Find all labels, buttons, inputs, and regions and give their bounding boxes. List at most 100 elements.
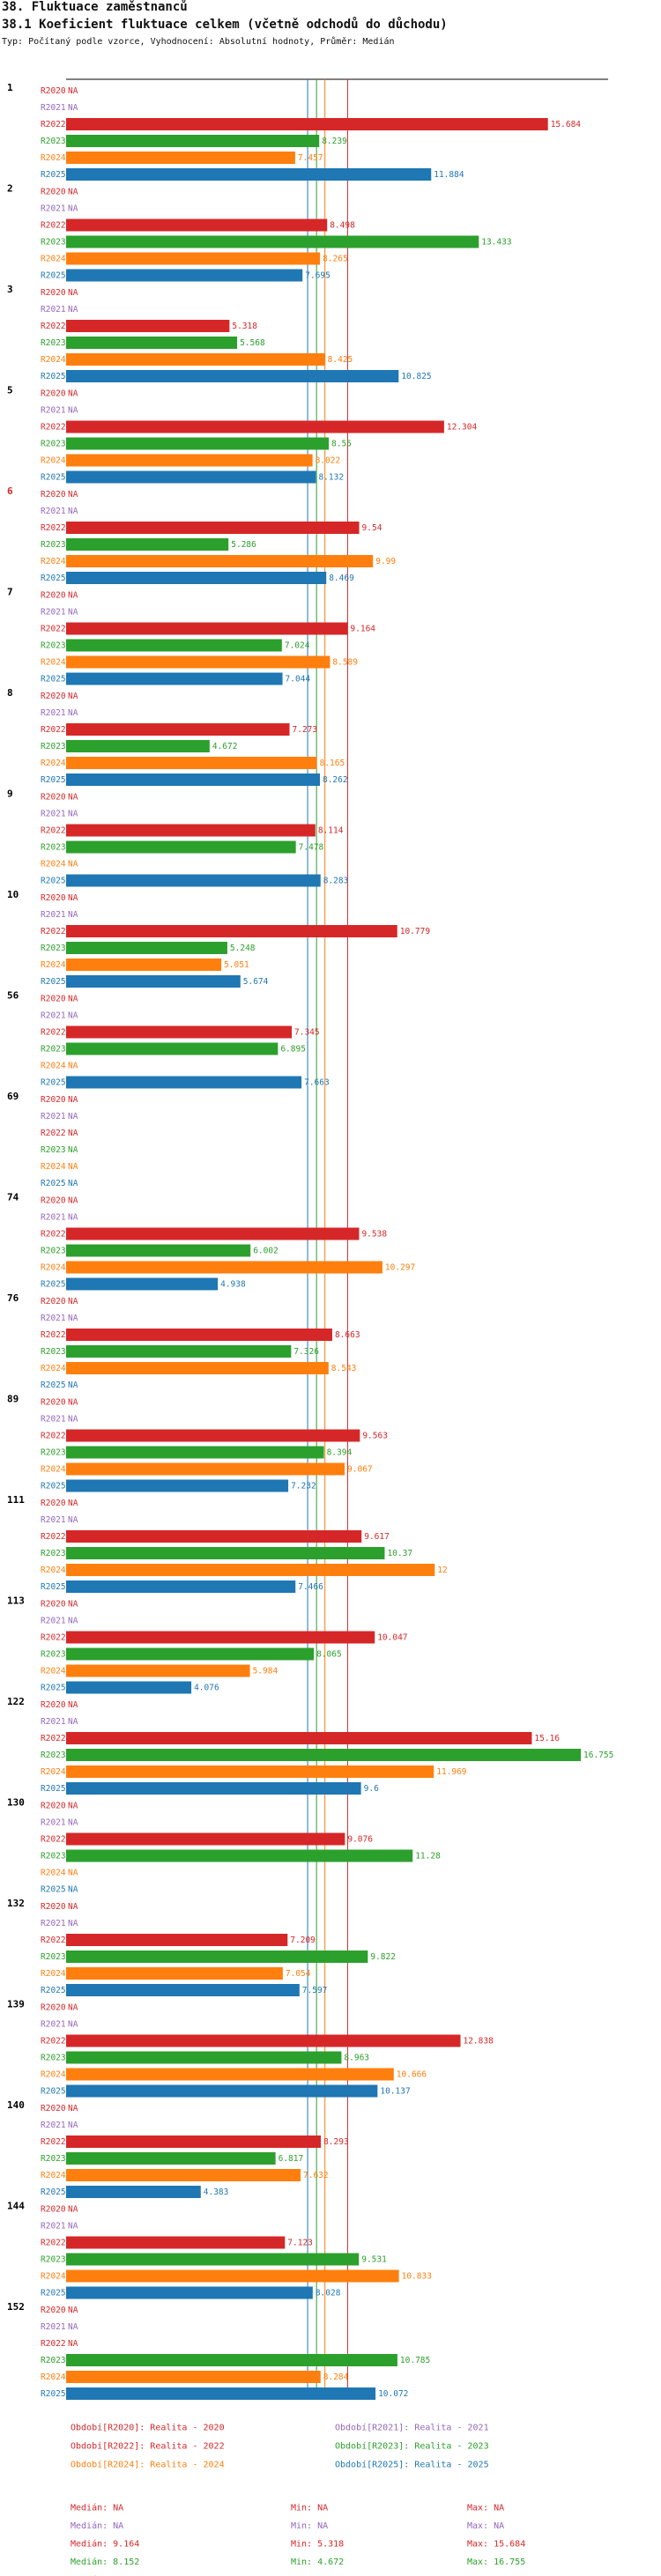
series-label: R2024 <box>41 1465 66 1475</box>
series-label: R2023 <box>41 137 66 146</box>
series-label: R2021 <box>41 2121 66 2130</box>
bar-value-label: 8.065 <box>316 1650 342 1660</box>
bar-value-label: 11.28 <box>415 1852 441 1862</box>
series-label: R2024 <box>41 2171 66 2180</box>
bar-r2022 <box>66 1732 532 1744</box>
series-label: R2022 <box>41 2339 66 2349</box>
bar-value-label: 12.304 <box>447 423 478 433</box>
group-label: 8 <box>7 687 13 699</box>
bar-r2022 <box>66 1329 332 1341</box>
bar-r2024 <box>66 2068 394 2081</box>
bar-value-label: 8.028 <box>316 2289 341 2298</box>
series-label: R2021 <box>41 103 66 113</box>
series-label: R2021 <box>41 2222 66 2232</box>
series-label: R2024 <box>41 960 66 970</box>
series-label: R2025 <box>41 1582 66 1592</box>
bar-r2022 <box>66 522 360 534</box>
series-label: R2025 <box>41 1280 66 1290</box>
bar-value-label: 9.6 <box>364 1784 379 1794</box>
group-label: 2 <box>7 183 13 195</box>
series-label: R2023 <box>41 1145 66 1155</box>
series-label: R2025 <box>41 1179 66 1188</box>
page-title: 38. Fluktuace zaměstnanců <box>2 0 188 14</box>
series-label: R2025 <box>41 271 66 281</box>
bar-value-label: 9.617 <box>364 1532 390 1542</box>
bar-r2025 <box>66 975 241 988</box>
na-label: NA <box>68 1011 78 1021</box>
series-label: R2022 <box>41 1432 66 1441</box>
bar-r2023 <box>66 2051 342 2064</box>
series-label: R2025 <box>41 2087 66 2097</box>
bar-value-label: 8.469 <box>329 574 354 583</box>
bar-value-label: 7.044 <box>286 675 311 685</box>
bar-r2025 <box>66 470 316 484</box>
na-label: NA <box>68 995 78 1004</box>
na-label: NA <box>68 810 78 819</box>
series-label: R2022 <box>41 1028 66 1038</box>
series-label: R2020 <box>41 490 66 500</box>
bar-value-label: 9.538 <box>361 1230 387 1240</box>
series-label: R2020 <box>41 2003 66 2013</box>
series-label: R2020 <box>41 893 66 903</box>
bar-r2023 <box>66 1749 582 1761</box>
group-label: 76 <box>7 1292 19 1304</box>
series-label: R2022 <box>41 523 66 533</box>
na-label: NA <box>68 1145 78 1155</box>
series-label: R2024 <box>41 1566 66 1575</box>
bar-r2023 <box>66 2152 276 2165</box>
na-label: NA <box>68 708 78 718</box>
na-label: NA <box>68 1314 78 1323</box>
series-label: R2023 <box>41 843 66 853</box>
bar-r2024 <box>66 1564 435 1576</box>
na-label: NA <box>68 1885 78 1895</box>
group-label: 132 <box>7 1898 25 1909</box>
series-label: R2023 <box>41 2356 66 2365</box>
series-label: R2021 <box>41 507 66 516</box>
series-label: R2024 <box>41 1364 66 1373</box>
bar-value-label: 6.002 <box>253 1247 279 1256</box>
series-label: R2022 <box>41 1230 66 1240</box>
series-label: R2021 <box>41 608 66 618</box>
na-label: NA <box>68 1297 78 1307</box>
series-label: R2025 <box>41 372 66 381</box>
bar-r2023 <box>66 437 330 450</box>
na-label: NA <box>68 1700 78 1710</box>
bar-value-label: 12.838 <box>463 2037 494 2047</box>
series-label: R2020 <box>41 86 66 96</box>
group-label: 89 <box>7 1394 19 1405</box>
bar-value-label: 9.076 <box>347 1835 373 1845</box>
bar-value-label: 10.137 <box>380 2087 410 2097</box>
stat-min: Min: NA <box>291 2521 328 2531</box>
bar-value-label: 9.531 <box>361 2255 387 2265</box>
bar-r2025 <box>66 572 327 584</box>
series-label: R2025 <box>41 2289 66 2298</box>
series-label: R2021 <box>41 1919 66 1928</box>
bar-value-label: 8.283 <box>323 877 349 886</box>
bar-value-label: 7.663 <box>304 1078 330 1088</box>
bar-r2025 <box>66 269 303 282</box>
bar-value-label: 7.466 <box>298 1582 323 1592</box>
group-label: 152 <box>7 2301 25 2313</box>
bar-r2023 <box>66 135 320 147</box>
bar-value-label: 4.076 <box>194 1684 219 1693</box>
series-label: R2020 <box>41 1499 66 1508</box>
bar-r2022 <box>66 1025 293 1039</box>
bar-r2024 <box>66 2371 321 2383</box>
bar-r2025 <box>66 2186 201 2198</box>
group-label: 122 <box>7 1696 25 1707</box>
series-label: R2025 <box>41 977 66 987</box>
na-label: NA <box>68 860 78 870</box>
na-label: NA <box>68 2020 78 2030</box>
series-label: R2020 <box>41 1902 66 1912</box>
bar-r2022 <box>66 925 397 937</box>
na-label: NA <box>68 1179 78 1188</box>
bar-value-label: 10.37 <box>387 1549 412 1558</box>
na-label: NA <box>68 1095 78 1105</box>
bar-r2023 <box>66 2253 360 2266</box>
bar-r2024 <box>66 1765 434 1778</box>
series-label: R2025 <box>41 1381 66 1390</box>
series-label: R2023 <box>41 742 66 751</box>
bar-value-label: 8.663 <box>335 1330 360 1340</box>
bar-r2025 <box>66 168 432 181</box>
bar-value-label: 7.024 <box>285 641 310 651</box>
